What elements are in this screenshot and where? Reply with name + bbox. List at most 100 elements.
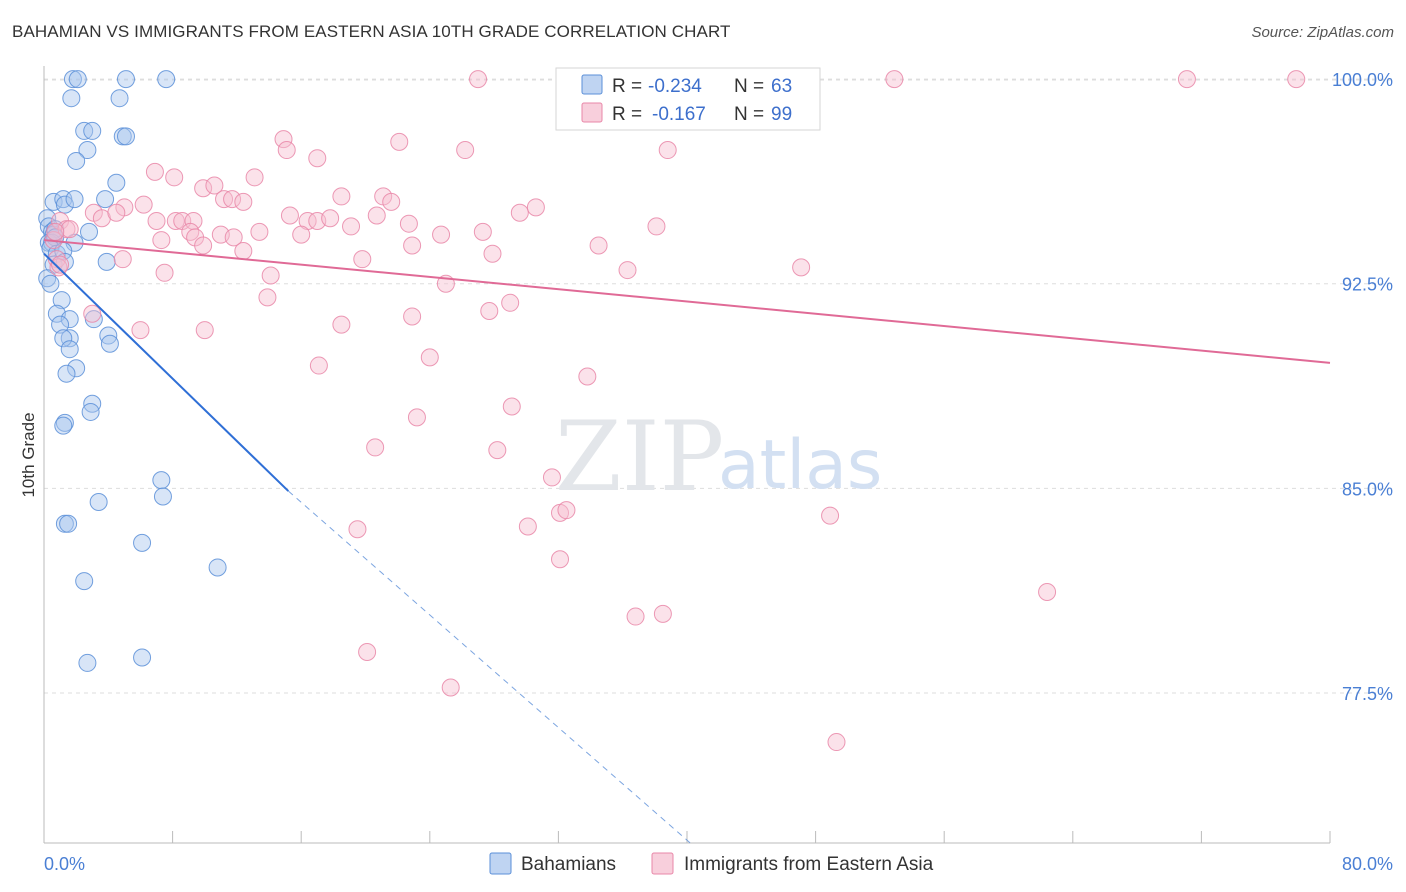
immigrant-point <box>1287 70 1306 89</box>
immigrant-point <box>308 149 327 168</box>
legend-label-immigrants: Immigrants from Eastern Asia <box>684 854 934 875</box>
bahamians-trend-line <box>43 252 290 492</box>
source-label: Source: ZipAtlas.com <box>1251 24 1394 41</box>
bahamian-point <box>67 359 86 378</box>
grid-layer <box>44 78 1395 694</box>
immigrant-point <box>456 141 475 160</box>
stats-r-value-1: -0.234 <box>648 76 702 97</box>
immigrant-point <box>277 141 296 160</box>
y-tick-label: 92.5% <box>1342 275 1393 295</box>
stats-swatch-pink <box>581 102 603 123</box>
bahamian-point <box>60 340 79 359</box>
legend-swatch-bahamians <box>489 852 512 875</box>
trend-layer <box>43 239 1331 844</box>
immigrant-point <box>309 356 328 375</box>
series-bahamians-points <box>38 70 227 672</box>
x-tick-label: 80.0% <box>1342 854 1393 874</box>
immigrant-point <box>403 236 422 255</box>
bahamian-point <box>78 141 97 160</box>
bahamian-point <box>157 70 176 89</box>
immigrant-point <box>280 206 299 225</box>
legend-swatch-immigrants <box>651 852 674 875</box>
immigrant-point <box>557 501 576 520</box>
immigrant-point <box>60 220 79 239</box>
series-immigrants-points <box>44 70 1306 752</box>
immigrant-point <box>618 261 637 280</box>
bahamian-point <box>153 487 172 506</box>
immigrant-point <box>420 348 439 367</box>
immigrant-point <box>83 304 102 323</box>
bahamian-point <box>83 121 102 140</box>
immigrant-point <box>166 211 185 230</box>
immigrant-point <box>155 263 174 282</box>
immigrant-point <box>181 222 200 241</box>
immigrant-point <box>353 250 372 269</box>
bahamian-point <box>133 648 152 667</box>
bahamian-point <box>133 533 152 552</box>
immigrant-point <box>382 192 401 211</box>
immigrant-point <box>348 520 367 539</box>
series-legend: Bahamians Immigrants from Eastern Asia <box>489 852 934 875</box>
immigrant-point <box>250 222 269 241</box>
bahamian-point <box>51 315 70 334</box>
immigrant-point <box>224 228 243 247</box>
bahamian-point <box>41 274 60 293</box>
immigrant-point <box>358 643 377 662</box>
immigrant-point <box>367 206 386 225</box>
bahamian-point <box>80 222 99 241</box>
legend-label-bahamians: Bahamians <box>521 854 616 875</box>
immigrant-point <box>653 604 672 623</box>
x-tick-label: 0.0% <box>44 854 85 874</box>
immigrant-point <box>510 203 529 222</box>
stats-r-label-1: R = <box>612 76 642 97</box>
immigrant-point <box>658 141 677 160</box>
bahamian-point <box>65 190 84 209</box>
watermark: ZIP atlas <box>555 401 882 513</box>
y-axis-label: 10th Grade <box>19 412 38 497</box>
immigrant-point <box>792 258 811 277</box>
immigrant-point <box>342 217 361 236</box>
immigrants-trend-line <box>43 239 1331 364</box>
immigrant-point <box>526 198 545 217</box>
immigrant-point <box>332 315 351 334</box>
immigrant-point <box>205 176 224 195</box>
immigrant-point <box>551 550 570 569</box>
immigrant-point <box>399 214 418 233</box>
immigrant-point <box>223 190 242 209</box>
immigrant-point <box>407 408 426 427</box>
bahamian-point <box>68 70 87 89</box>
immigrant-point <box>194 179 213 198</box>
immigrant-point <box>321 209 340 228</box>
bahamian-point <box>52 291 71 310</box>
immigrant-point <box>261 266 280 285</box>
watermark-zip: ZIP <box>555 401 724 513</box>
immigrant-point <box>542 468 561 487</box>
points-layer <box>38 70 1306 752</box>
immigrant-point <box>332 187 351 206</box>
bahamian-point <box>62 89 81 108</box>
immigrant-point <box>885 70 904 89</box>
stats-legend: R = -0.234 N = 63 R = -0.167 N = 99 <box>555 67 821 131</box>
bahamian-point <box>107 173 126 192</box>
stats-n-label-1: N = <box>734 76 764 97</box>
immigrant-point <box>46 222 65 241</box>
immigrant-point <box>195 321 214 340</box>
immigrant-point <box>245 168 264 187</box>
immigrant-point <box>469 70 488 89</box>
immigrant-point <box>258 288 277 307</box>
stats-r-value-2: -0.167 <box>652 104 706 125</box>
bahamian-point <box>67 151 86 170</box>
immigrant-point <box>403 307 422 326</box>
y-tick-label: 85.0% <box>1342 479 1393 499</box>
y-tick-label: 100.0% <box>1332 70 1393 90</box>
immigrant-point <box>488 441 507 460</box>
stats-swatch-blue <box>581 74 603 95</box>
immigrant-point <box>134 195 153 214</box>
y-tick-label: 77.5% <box>1342 684 1393 704</box>
immigrant-point <box>441 678 460 697</box>
immigrant-point <box>51 255 70 274</box>
bahamian-point <box>110 89 129 108</box>
bahamian-point <box>55 413 74 432</box>
immigrant-point <box>473 222 492 241</box>
immigrant-point <box>390 132 409 151</box>
